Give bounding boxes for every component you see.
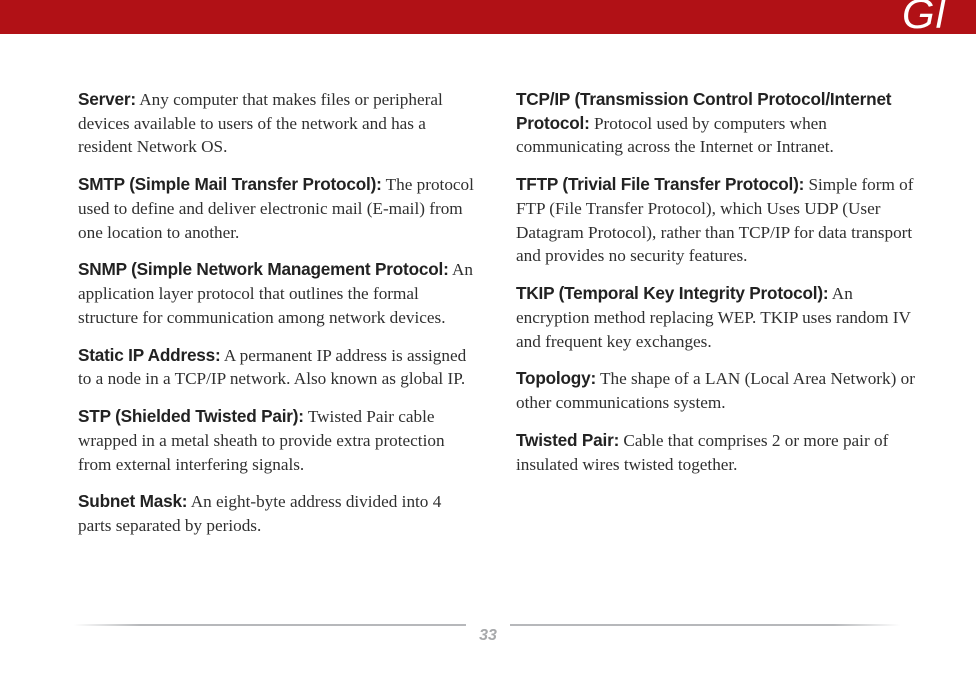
glossary-term: SNMP (Simple Network Management Protocol… [78,259,449,279]
glossary-term: Topology: [516,368,596,388]
glossary-entry: STP (Shielded Twisted Pair): Twisted Pai… [78,405,478,476]
glossary-term: TKIP (Temporal Key Integrity Protocol): [516,283,828,303]
left-column: Server: Any computer that makes files or… [78,88,478,603]
header-bar: Gl [0,0,976,34]
content-columns: Server: Any computer that makes files or… [78,88,916,603]
glossary-term: TFTP (Trivial File Transfer Protocol): [516,174,804,194]
glossary-entry: Topology: The shape of a LAN (Local Area… [516,367,916,414]
glossary-entry: TKIP (Temporal Key Integrity Protocol): … [516,282,916,353]
right-column: TCP/IP (Transmission Control Protocol/In… [516,88,916,603]
glossary-entry: SNMP (Simple Network Management Protocol… [78,258,478,329]
glossary-entry: TFTP (Trivial File Transfer Protocol): S… [516,173,916,268]
glossary-term: Twisted Pair: [516,430,619,450]
glossary-term: SMTP (Simple Mail Transfer Protocol): [78,174,382,194]
glossary-entry: Twisted Pair: Cable that comprises 2 or … [516,429,916,476]
header-corner-text: Gl [902,0,946,38]
glossary-term: STP (Shielded Twisted Pair): [78,406,304,426]
glossary-entry: Server: Any computer that makes files or… [78,88,478,159]
glossary-term: Static IP Address: [78,345,221,365]
glossary-entry: Subnet Mask: An eight-byte address divid… [78,490,478,537]
page: Gl Server: Any computer that makes files… [0,0,976,675]
glossary-entry: SMTP (Simple Mail Transfer Protocol): Th… [78,173,478,244]
glossary-entry: Static IP Address: A permanent IP addres… [78,344,478,391]
glossary-term: Server: [78,89,136,109]
page-number: 33 [479,627,497,645]
glossary-entry: TCP/IP (Transmission Control Protocol/In… [516,88,916,159]
glossary-term: Subnet Mask: [78,491,187,511]
